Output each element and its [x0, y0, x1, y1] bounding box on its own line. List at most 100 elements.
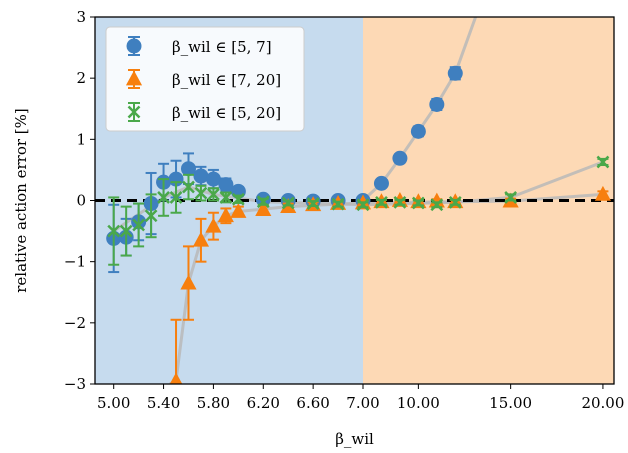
legend: β_wil ∈ [5, 7] β_wil ∈ [7, 20] β_wil ∈ [5,…: [105, 26, 305, 132]
marker-x: [207, 187, 220, 201]
legend-marker-triangle: [125, 70, 143, 86]
data-point-series-2: [430, 198, 444, 212]
data-point-series-2: [393, 195, 407, 209]
data-point-series-0: [429, 96, 445, 112]
data-point-series-1: [192, 217, 210, 263]
marker-x: [169, 191, 183, 204]
data-point-series-1: [594, 185, 612, 201]
x-tick-label: 6.20: [247, 394, 280, 412]
marker-x: [119, 224, 133, 238]
data-point-series-2: [375, 195, 388, 209]
data-point-series-0: [218, 177, 234, 193]
x-tick-label: 20.00: [581, 394, 624, 412]
marker-x: [281, 196, 295, 210]
legend-item: β_wil ∈ [7, 20]: [125, 69, 281, 89]
marker-triangle: [255, 201, 272, 217]
x-tick-label: 15.00: [489, 394, 532, 412]
marker-x: [331, 197, 345, 211]
data-point-series-2: [281, 196, 295, 210]
data-point-series-2: [132, 202, 146, 248]
axes: −3 −2 −1 0 1 2 3 5.00 5.40 5.80 6.20 6.60 7.00 10.00 1…: [12, 8, 624, 448]
marker-triangle: [428, 192, 445, 208]
data-point-series-2: [207, 187, 220, 202]
marker-x: [219, 191, 233, 204]
data-point-series-2: [144, 193, 158, 239]
data-point-series-0: [392, 150, 408, 166]
data-point-series-2: [157, 178, 170, 217]
marker-circle: [193, 168, 209, 184]
data-point-series-2: [596, 155, 610, 169]
marker-triangle: [230, 203, 247, 218]
legend-box: [105, 26, 305, 132]
marker-circle: [447, 65, 463, 81]
data-point-series-2: [411, 196, 425, 210]
data-point-series-2: [256, 195, 270, 209]
data-point-series-1: [169, 318, 183, 384]
marker-x: [596, 155, 610, 169]
data-point-series-2: [448, 195, 462, 209]
marker-x: [430, 198, 444, 212]
data-point-series-0: [447, 65, 463, 81]
marker-circle: [429, 96, 445, 112]
y-tick-label: 2: [76, 69, 86, 87]
data-point-series-2: [194, 184, 208, 202]
x-tick-label: 10.00: [397, 394, 440, 412]
x-tick-label: 6.60: [296, 394, 329, 412]
x-tick-label: 5.00: [97, 394, 130, 412]
data-point-series-0: [410, 123, 426, 139]
marker-triangle: [217, 207, 234, 223]
marker-x: [411, 196, 425, 210]
data-point-series-2: [331, 197, 345, 211]
marker-triangle: [192, 231, 210, 247]
y-tick-label: −2: [64, 314, 86, 332]
y-tick-label: −3: [64, 375, 86, 393]
marker-x: [231, 192, 245, 206]
x-tick-label: 5.40: [147, 394, 180, 412]
data-point-series-1: [217, 207, 234, 225]
y-tick-label: 3: [76, 8, 86, 26]
marker-circle: [392, 150, 408, 166]
y-axis-label: relative action error [%]: [12, 108, 30, 293]
marker-x: [504, 191, 518, 204]
marker-x: [448, 195, 462, 209]
data-point-series-2: [107, 196, 121, 266]
data-point-series-2: [504, 191, 518, 204]
data-point-series-0: [373, 175, 389, 191]
legend-marker-circle: [126, 38, 142, 54]
data-point-series-1: [180, 245, 197, 321]
legend-item: β_wil ∈ [5, 20]: [127, 102, 281, 122]
data-point-series-1: [205, 211, 222, 241]
y-tick-label: 0: [76, 192, 86, 210]
data-point-series-2: [119, 205, 133, 257]
data-point-series-2: [356, 198, 370, 212]
marker-x: [144, 209, 158, 223]
legend-marker-x: [127, 105, 141, 119]
y-tick-label: 1: [76, 130, 86, 148]
data-point-series-2: [231, 192, 245, 206]
marker-circle: [205, 171, 221, 187]
y-tick-label: −1: [64, 253, 86, 271]
marker-x: [375, 195, 388, 209]
x-tick-label: 7.00: [346, 394, 379, 412]
legend-label: β_wil ∈ [5, 7]: [172, 38, 272, 56]
data-point-series-2: [182, 173, 195, 201]
x-axis-label: β_wil: [335, 430, 374, 448]
legend-label: β_wil ∈ [7, 20]: [172, 71, 281, 89]
data-point-series-2: [306, 197, 320, 210]
marker-triangle: [169, 372, 183, 384]
legend-label: β_wil ∈ [5, 20]: [172, 104, 281, 122]
marker-circle: [180, 161, 196, 177]
data-marks: [106, 65, 612, 384]
marker-circle: [373, 175, 389, 191]
data-point-series-2: [219, 191, 233, 204]
marker-x: [306, 197, 320, 210]
data-point-series-1: [230, 203, 247, 218]
marker-x: [393, 195, 407, 209]
marker-triangle: [205, 217, 222, 233]
x-tick-label: 5.80: [197, 394, 230, 412]
marker-x: [356, 198, 370, 212]
marker-circle: [218, 177, 234, 193]
legend-item: β_wil ∈ [5, 7]: [126, 36, 272, 56]
marker-x: [182, 180, 195, 194]
